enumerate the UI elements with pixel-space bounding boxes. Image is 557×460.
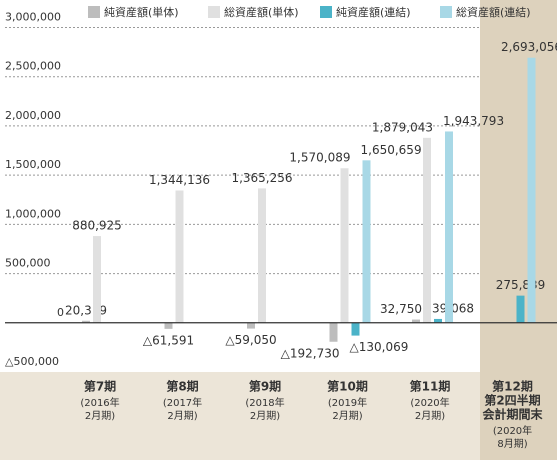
x-tick-label: 第12期 bbox=[492, 379, 533, 394]
x-tick-note: 2月期) bbox=[85, 410, 115, 422]
bar bbox=[516, 295, 525, 323]
value-label: 1,365,256 bbox=[231, 171, 292, 185]
bar bbox=[258, 188, 266, 323]
x-tick-note: 8月期) bbox=[497, 438, 527, 450]
x-tick-note: 2月期) bbox=[332, 410, 362, 422]
x-tick-note: 2月期) bbox=[250, 410, 280, 422]
y-tick-label: 2,000,000 bbox=[5, 109, 61, 122]
bar bbox=[93, 236, 101, 323]
bar bbox=[445, 131, 453, 323]
x-tick-label: 第10期 bbox=[327, 379, 368, 394]
bar bbox=[247, 322, 255, 329]
x-tick-note: 2月期) bbox=[167, 410, 197, 422]
y-tick-label: 2,500,000 bbox=[5, 60, 61, 73]
x-tick-label: 第2四半期 bbox=[484, 393, 540, 408]
y-tick-label: 1,500,000 bbox=[5, 158, 61, 171]
y-tick-label: 3,000,000 bbox=[5, 11, 61, 24]
value-label: 880,925 bbox=[72, 219, 122, 233]
legend-swatch bbox=[320, 6, 332, 18]
value-label: 1,570,089 bbox=[289, 151, 350, 165]
bar bbox=[362, 160, 371, 323]
bar bbox=[164, 322, 173, 329]
legend-swatch bbox=[440, 6, 452, 18]
legend-swatch bbox=[208, 6, 220, 18]
value-label: 1,650,659 bbox=[361, 143, 422, 157]
legend-label: 総資産額(連結) bbox=[456, 5, 531, 19]
bar bbox=[340, 168, 349, 323]
highlight-band bbox=[480, 0, 557, 460]
x-tick-note: (2019年 bbox=[328, 396, 367, 409]
value-label: 1,879,043 bbox=[372, 120, 433, 134]
bar bbox=[423, 137, 431, 323]
category-band bbox=[0, 372, 557, 460]
legend-label: 純資産額(連結) bbox=[336, 5, 411, 19]
value-label: △130,069 bbox=[350, 340, 409, 354]
bar bbox=[527, 57, 536, 323]
legend-label: 総資産額(単体) bbox=[224, 5, 299, 19]
y-tick-label: 1,000,000 bbox=[5, 207, 61, 220]
x-tick-note: (2020年 bbox=[410, 396, 449, 409]
x-tick-note: (2018年 bbox=[245, 396, 284, 409]
x-tick-label: 第8期 bbox=[166, 379, 198, 394]
x-tick-note: (2016年 bbox=[80, 396, 119, 409]
value-label: 2,693,056 bbox=[501, 40, 557, 54]
x-tick-label: 第9期 bbox=[249, 379, 281, 394]
x-tick-note: (2017年 bbox=[163, 396, 202, 409]
legend-swatch bbox=[88, 6, 100, 18]
x-tick-label: 第11期 bbox=[410, 379, 451, 394]
bar bbox=[329, 322, 338, 342]
x-tick-note: (2020年 bbox=[493, 424, 532, 437]
y-tick-label: 0 bbox=[57, 306, 64, 319]
y-tick-label: △500,000 bbox=[5, 355, 59, 368]
x-tick-note: 2月期) bbox=[415, 410, 445, 422]
value-label: 275,839 bbox=[496, 278, 546, 292]
legend-label: 純資産額(単体) bbox=[104, 5, 179, 19]
bar bbox=[412, 319, 420, 323]
bar bbox=[434, 318, 442, 323]
value-label: △59,050 bbox=[225, 333, 276, 347]
value-label: 1,943,793 bbox=[443, 114, 504, 128]
value-label: 32,750 bbox=[380, 302, 422, 316]
value-label: △61,591 bbox=[143, 333, 194, 347]
bar bbox=[351, 322, 360, 336]
value-label: △192,730 bbox=[281, 346, 340, 360]
y-tick-label: 500,000 bbox=[5, 257, 51, 270]
bar bbox=[82, 320, 90, 323]
bar bbox=[175, 190, 184, 323]
x-tick-label: 第7期 bbox=[84, 379, 116, 394]
value-label: 1,344,136 bbox=[149, 173, 210, 187]
x-tick-label: 会計期間末 bbox=[482, 407, 543, 422]
